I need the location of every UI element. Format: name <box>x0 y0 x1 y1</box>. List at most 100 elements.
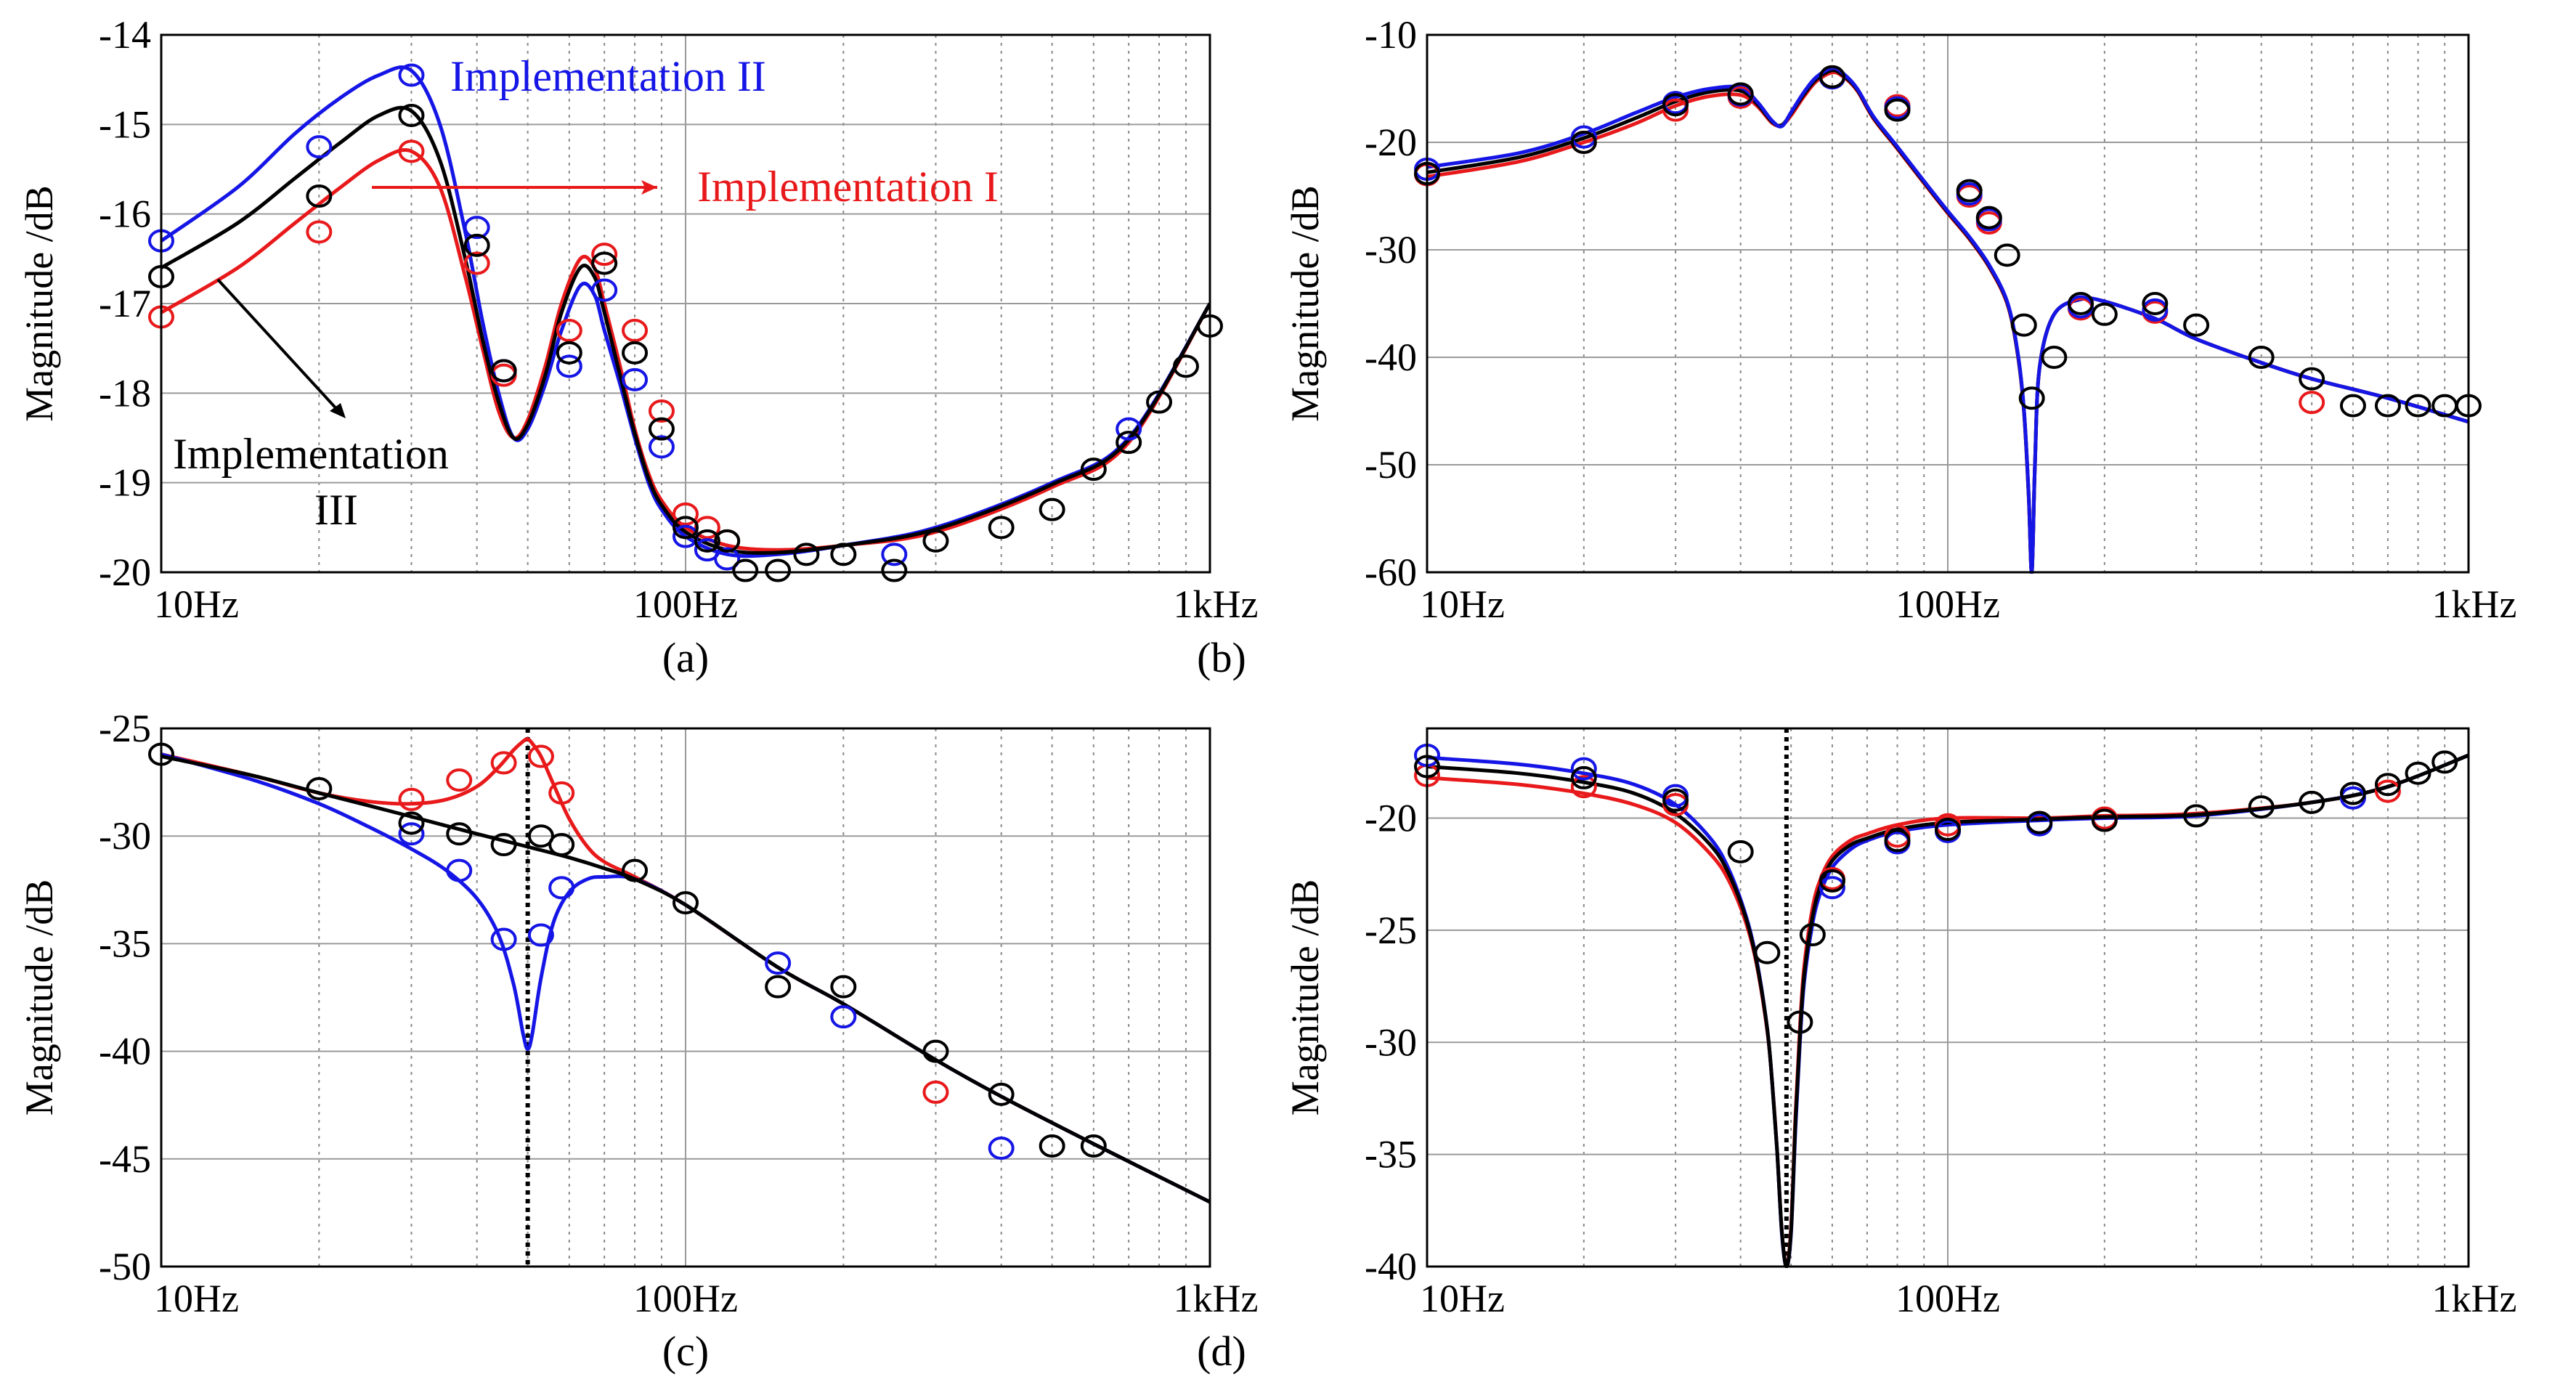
panel-a-marker-black <box>490 359 517 383</box>
panel-c-frame <box>160 727 1211 1268</box>
panel-b-xtick: 10Hz <box>1420 582 1505 626</box>
panel-d-marker-black <box>2091 808 2118 832</box>
panel-d: -20 -25 -30 -35 -40 10Hz 100Hz 1kHz Magn… <box>1197 727 2516 1375</box>
panel-c-marker-blue <box>490 927 517 951</box>
panel-d-marker-black <box>1799 923 1826 947</box>
panel-b-grid <box>1427 35 2469 572</box>
panel-d-caption: (d) <box>1197 1328 1246 1375</box>
panel-c-ytick: -25 <box>99 707 151 750</box>
panel-a-xtick: 100Hz <box>633 582 738 626</box>
arrow-implementation-i-head <box>641 180 657 195</box>
panel-d-marker-black <box>2248 795 2275 819</box>
panel-d-grid <box>1427 728 2469 1267</box>
panel-d-xtick: 10Hz <box>1420 1277 1505 1320</box>
panel-d-line-implementation-iii <box>1427 753 2469 1268</box>
panel-a-ytick: -17 <box>99 282 151 325</box>
panel-c-marker-black <box>306 776 333 800</box>
panel-c: -25 -30 -35 -40 -45 -50 10Hz 100Hz 1kHz … <box>17 707 1258 1375</box>
panel-a-marker-blue <box>1116 417 1142 441</box>
panel-a-marker-black <box>673 516 699 540</box>
panel-a-marker-blue <box>714 547 741 571</box>
panel-a-ytick: -16 <box>99 192 151 236</box>
panel-c-marker-red <box>922 1080 949 1104</box>
panel-c-marker-red <box>446 768 473 792</box>
panel-b-marker-blue <box>2142 298 2169 322</box>
panel-a-caption: (a) <box>662 634 709 681</box>
panel-b-marker-black <box>2405 394 2431 418</box>
panel-c-ytick: -50 <box>99 1245 151 1288</box>
panel-c-caption: (c) <box>662 1328 709 1375</box>
panel-a-marker-black <box>1146 390 1173 414</box>
panel-c-marker-blue <box>765 951 792 975</box>
panel-c-ytick: -40 <box>99 1030 151 1073</box>
panel-c-marker-black <box>527 824 554 848</box>
panel-b-marker-black <box>2248 346 2275 369</box>
panel-a-marker-blue <box>463 216 490 240</box>
panel-d-marker-blue <box>1819 876 1845 900</box>
panel-a-ytick: -19 <box>99 461 151 505</box>
panel-c-marker-blue <box>988 1136 1015 1160</box>
panel-a-markers <box>148 63 1223 582</box>
panel-b-marker-black <box>2091 302 2118 326</box>
panel-d-ytick: -25 <box>1365 909 1417 952</box>
panel-d-xtick: 100Hz <box>1896 1277 2000 1320</box>
panel-d-marker-black <box>2183 804 2210 828</box>
panel-c-marker-black <box>765 975 792 999</box>
panel-a-marker-black <box>793 542 820 566</box>
panel-a-marker-blue <box>591 278 618 302</box>
panel-c-marker-black <box>830 975 857 999</box>
panel-a-marker-black <box>714 529 741 553</box>
panel-b-caption: (b) <box>1197 634 1246 681</box>
panel-d-marker-black <box>1662 788 1689 812</box>
panel-c-xtick: 10Hz <box>154 1277 239 1320</box>
panel-b-marker-red <box>2299 391 2325 415</box>
panel-d-marker-black <box>1884 829 1911 853</box>
panel-b-marker-black <box>1662 93 1689 117</box>
panel-c-ylabel: Magnitude /dB <box>17 879 61 1115</box>
panel-a: -14 -15 -16 -17 -18 -19 -20 10Hz 100Hz 1… <box>17 13 1258 681</box>
panel-a-marker-blue <box>306 135 333 159</box>
panel-b-ytick: -30 <box>1365 228 1417 272</box>
panel-a-marker-blue <box>648 435 675 459</box>
panel-b-marker-black <box>1994 243 2020 267</box>
panel-d-marker-red <box>1570 775 1597 799</box>
panel-b-marker-black <box>2041 346 2068 369</box>
panel-b-marker-black <box>1727 82 1754 106</box>
panel-d-marker-black <box>1787 1010 1813 1034</box>
panel-a-frame <box>160 33 1211 574</box>
arrow-implementation-iii-head <box>330 403 346 418</box>
panel-a-marker-red <box>591 243 618 267</box>
panel-d-series <box>1427 753 2469 1268</box>
panel-c-ytick: -35 <box>99 922 151 965</box>
panel-b-marker-black <box>1819 65 1845 89</box>
panel-a-annotations: Implementation II Implementation I Imple… <box>173 52 999 534</box>
panel-b-xtick: 1kHz <box>2432 582 2517 626</box>
panel-c-grid <box>161 728 1210 1267</box>
panel-a-ytick: -15 <box>99 102 151 146</box>
panel-d-marker-black <box>2026 810 2053 834</box>
label-implementation-i: Implementation I <box>697 163 999 211</box>
panel-d-ytick: -30 <box>1365 1020 1417 1064</box>
panel-d-marker-black <box>2299 790 2325 814</box>
panel-d-marker-black <box>2405 761 2431 785</box>
panel-a-marker-blue <box>881 542 908 566</box>
panel-c-marker-black <box>490 833 517 857</box>
panel-c-marker-blue <box>446 858 473 882</box>
panel-b-ytick: -40 <box>1365 336 1417 379</box>
panel-a-marker-blue <box>622 367 649 391</box>
panel-b-ytick: -10 <box>1365 13 1417 57</box>
panel-d-marker-black <box>1570 765 1597 789</box>
panel-b-marker-black <box>2374 394 2401 418</box>
panel-b-ytick: -20 <box>1365 121 1417 164</box>
panel-a-marker-black <box>306 184 333 208</box>
panel-a-ytick: -14 <box>99 13 151 57</box>
panel-d-marker-black <box>2374 773 2401 797</box>
label-implementation-ii: Implementation II <box>450 52 766 100</box>
panel-b-marker-black <box>2142 292 2169 315</box>
label-implementation-iii-numeral: III <box>314 486 358 534</box>
panel-d-marker-black <box>2431 750 2458 774</box>
panel-c-marker-black <box>446 822 473 846</box>
panel-c-marker-black <box>988 1082 1015 1106</box>
panel-a-marker-blue <box>556 354 582 378</box>
panel-c-marker-blue <box>527 923 554 947</box>
